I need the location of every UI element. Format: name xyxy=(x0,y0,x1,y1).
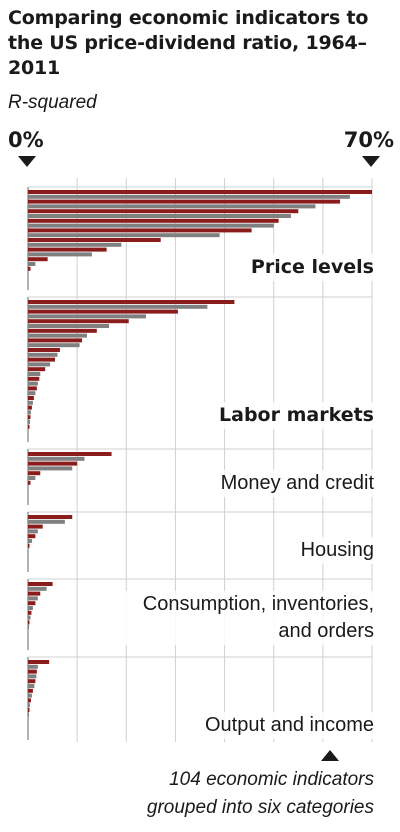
bar xyxy=(28,693,32,698)
bar xyxy=(28,228,252,233)
bar xyxy=(28,400,33,405)
bar xyxy=(28,669,37,674)
bar xyxy=(28,679,36,684)
bar xyxy=(28,352,58,357)
bar xyxy=(28,519,65,524)
bar xyxy=(28,466,73,471)
bar xyxy=(28,396,34,400)
bar xyxy=(28,247,107,252)
bar xyxy=(28,266,31,271)
footnote-marker-icon xyxy=(321,750,339,761)
bar xyxy=(28,515,73,519)
x-axis-min-label: 0% xyxy=(8,128,44,152)
bar xyxy=(28,461,78,466)
bar xyxy=(28,362,51,367)
bar xyxy=(28,328,97,333)
bar xyxy=(28,674,37,679)
bar xyxy=(28,372,41,376)
x-axis-max-marker-icon xyxy=(362,156,380,167)
bar xyxy=(28,204,316,209)
bar xyxy=(28,257,48,262)
bar xyxy=(28,381,38,386)
bar xyxy=(28,420,30,424)
footnote-line-2: grouped into six categories xyxy=(146,797,374,818)
bar xyxy=(28,190,372,194)
bar xyxy=(28,333,87,338)
bar xyxy=(28,238,161,242)
bar xyxy=(28,708,30,712)
category-label: Housing xyxy=(296,537,374,564)
category-label: Money and credit xyxy=(216,470,374,497)
bar xyxy=(28,684,35,688)
bar xyxy=(28,300,235,304)
bar xyxy=(28,712,29,717)
bar xyxy=(28,698,31,703)
bar xyxy=(28,456,85,461)
bar xyxy=(28,480,31,485)
bar xyxy=(28,615,31,620)
bar xyxy=(28,452,112,456)
x-axis-max-label: 70% xyxy=(343,128,394,152)
bar xyxy=(28,367,46,372)
bar xyxy=(28,543,30,548)
category-label: Labor markets xyxy=(215,402,374,429)
bar xyxy=(28,601,36,606)
chart-subtitle: R-squared xyxy=(8,92,97,113)
bar xyxy=(28,223,274,228)
bar xyxy=(28,424,30,429)
chart-title: Comparing economic indicators to the US … xyxy=(8,7,369,79)
bar xyxy=(28,410,31,415)
category-label: Output and income xyxy=(201,712,374,739)
bar xyxy=(28,214,291,218)
category-label: Consumption, inventories, and orders xyxy=(100,591,374,645)
category-label: Price levels xyxy=(246,254,374,281)
bar xyxy=(28,476,36,480)
bar xyxy=(28,606,33,610)
bar xyxy=(28,610,32,615)
bar xyxy=(28,625,29,630)
bar xyxy=(28,376,40,381)
bar xyxy=(28,660,50,664)
bar xyxy=(28,415,31,420)
bar xyxy=(28,314,146,319)
bar xyxy=(28,582,53,586)
bar xyxy=(28,539,32,543)
bar xyxy=(28,529,38,534)
bar xyxy=(28,596,38,601)
footnote-line-1: 104 economic indicators xyxy=(169,769,374,790)
bar xyxy=(28,262,36,266)
bar xyxy=(28,338,83,343)
bar xyxy=(28,386,37,391)
bar xyxy=(28,199,341,204)
bar xyxy=(28,405,32,410)
bar xyxy=(28,688,33,693)
bar xyxy=(28,348,60,352)
x-axis-min-marker-icon xyxy=(18,156,36,167)
bar xyxy=(28,391,36,396)
bar xyxy=(28,664,38,669)
bar xyxy=(28,324,110,328)
bar xyxy=(28,620,30,625)
footnote: 104 economic indicators grouped into six… xyxy=(147,766,374,822)
bar xyxy=(28,194,350,199)
bar xyxy=(28,357,56,362)
bar xyxy=(28,309,178,314)
bar xyxy=(28,242,122,247)
bar xyxy=(28,471,41,476)
bar xyxy=(28,524,43,529)
bar xyxy=(28,343,80,348)
bar xyxy=(28,218,279,223)
bar xyxy=(28,209,299,214)
bar xyxy=(28,319,129,324)
bar xyxy=(28,534,36,539)
bar xyxy=(28,586,47,591)
bar xyxy=(28,591,41,596)
bar xyxy=(28,703,30,708)
bar xyxy=(28,233,220,238)
bar xyxy=(28,304,208,309)
bar xyxy=(28,252,92,257)
